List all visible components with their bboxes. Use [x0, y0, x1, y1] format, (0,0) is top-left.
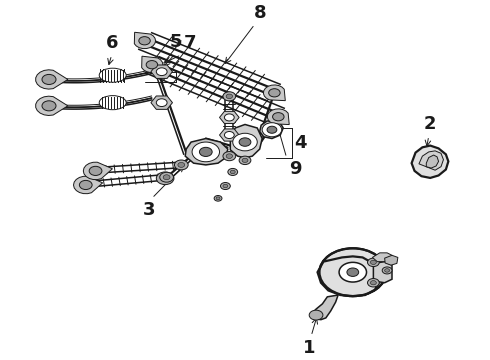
Circle shape	[382, 267, 392, 274]
Circle shape	[347, 268, 359, 276]
Circle shape	[156, 172, 174, 185]
Circle shape	[160, 172, 173, 182]
Polygon shape	[268, 109, 289, 125]
Polygon shape	[142, 56, 163, 72]
Circle shape	[214, 195, 222, 201]
Circle shape	[272, 113, 284, 121]
Text: 7: 7	[184, 34, 196, 52]
Circle shape	[226, 94, 233, 99]
Circle shape	[192, 142, 220, 162]
Polygon shape	[134, 32, 155, 49]
Polygon shape	[260, 121, 283, 139]
Text: 3: 3	[143, 201, 156, 219]
Polygon shape	[151, 96, 172, 109]
Circle shape	[242, 158, 248, 162]
Circle shape	[267, 126, 277, 133]
Polygon shape	[151, 65, 172, 78]
Text: 5: 5	[169, 33, 182, 51]
Circle shape	[370, 281, 376, 285]
Circle shape	[239, 156, 251, 165]
Circle shape	[223, 92, 236, 101]
Circle shape	[370, 260, 376, 265]
Text: 1: 1	[303, 339, 316, 357]
Ellipse shape	[99, 96, 126, 110]
Polygon shape	[412, 145, 448, 178]
Text: 9: 9	[289, 160, 302, 178]
Circle shape	[385, 269, 390, 272]
Text: 6: 6	[105, 34, 118, 52]
Polygon shape	[311, 295, 338, 320]
Circle shape	[230, 170, 235, 174]
Circle shape	[156, 99, 167, 107]
Circle shape	[224, 114, 234, 121]
Circle shape	[368, 258, 379, 266]
Text: 8: 8	[253, 4, 266, 22]
Text: 4: 4	[294, 134, 307, 152]
Circle shape	[146, 60, 158, 69]
Polygon shape	[372, 253, 392, 262]
Circle shape	[262, 123, 282, 137]
Circle shape	[224, 131, 234, 139]
Circle shape	[233, 133, 257, 151]
Circle shape	[220, 183, 230, 189]
Polygon shape	[318, 256, 379, 296]
Circle shape	[216, 197, 220, 200]
Polygon shape	[426, 155, 439, 168]
Polygon shape	[220, 129, 239, 141]
Circle shape	[42, 101, 56, 111]
Polygon shape	[373, 262, 392, 283]
Circle shape	[319, 248, 386, 296]
Circle shape	[199, 147, 212, 157]
Polygon shape	[264, 85, 285, 101]
Polygon shape	[36, 96, 68, 116]
Circle shape	[79, 180, 92, 189]
Circle shape	[269, 89, 280, 97]
Polygon shape	[74, 176, 102, 194]
Polygon shape	[230, 125, 262, 158]
Text: 2: 2	[424, 115, 437, 133]
Circle shape	[178, 162, 185, 167]
Polygon shape	[83, 162, 112, 180]
Circle shape	[309, 310, 323, 320]
Polygon shape	[220, 111, 239, 123]
Ellipse shape	[99, 68, 126, 82]
Circle shape	[223, 184, 228, 188]
Circle shape	[174, 160, 188, 170]
Circle shape	[228, 168, 238, 175]
Circle shape	[239, 138, 251, 146]
Polygon shape	[36, 70, 68, 89]
Circle shape	[339, 262, 367, 282]
Circle shape	[226, 154, 233, 158]
Circle shape	[89, 166, 102, 175]
Circle shape	[156, 68, 167, 76]
Circle shape	[42, 75, 56, 85]
Circle shape	[223, 152, 236, 161]
Polygon shape	[385, 255, 398, 265]
Circle shape	[163, 175, 170, 180]
Circle shape	[139, 37, 150, 45]
Polygon shape	[185, 139, 228, 165]
Polygon shape	[419, 151, 443, 170]
Circle shape	[368, 279, 379, 287]
